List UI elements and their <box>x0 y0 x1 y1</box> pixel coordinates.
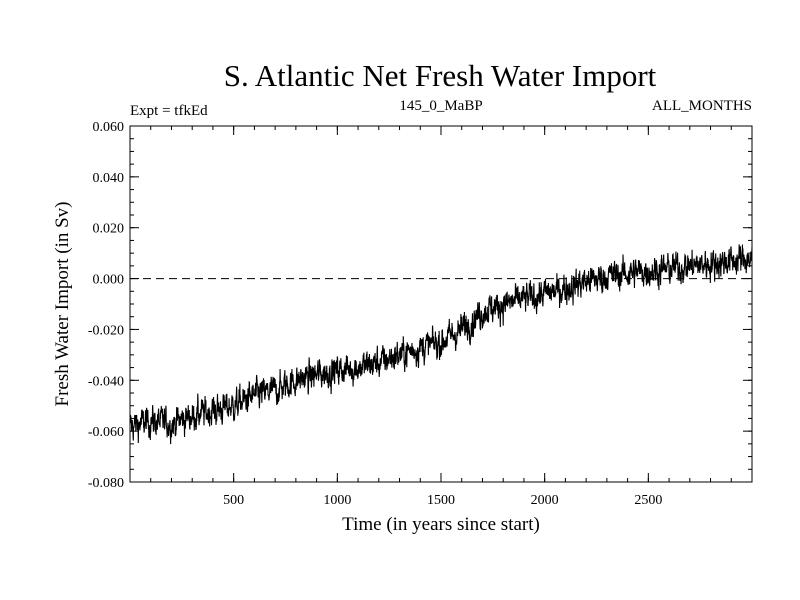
chart-title: S. Atlantic Net Fresh Water Import <box>224 58 657 93</box>
y-tick-label: 0.060 <box>93 120 125 135</box>
y-tick-label: 0.040 <box>93 171 125 186</box>
series-line <box>129 244 753 445</box>
x-tick-label: 1000 <box>323 493 351 508</box>
x-axis-label: Time (in years since start) <box>342 514 540 535</box>
x-tick-label: 1500 <box>427 493 455 508</box>
x-tick-label: 2500 <box>634 493 662 508</box>
plot-frame <box>129 125 753 483</box>
y-tick-label: 0.020 <box>93 222 125 237</box>
y-tick-label: 0.000 <box>93 273 125 288</box>
x-tick-label: 2000 <box>531 493 559 508</box>
x-axis: 500 1000 1500 2000 2500 <box>150 126 732 508</box>
y-tick-label: -0.020 <box>88 323 124 338</box>
experiment-label: Expt = tfkEd <box>130 103 208 119</box>
x-tick-label: 500 <box>223 493 244 508</box>
y-tick-label: -0.080 <box>88 476 124 491</box>
y-axis: -0.080 -0.060 -0.040 -0.020 0.000 0.020 0.040 0… <box>88 120 752 491</box>
plot-area: -0.080 -0.060 -0.040 -0.020 0.000 0.020 0.040 0… <box>88 120 753 508</box>
y-axis-label: Fresh Water Import (in Sv) <box>52 202 73 407</box>
y-tick-label: -0.060 <box>88 425 124 440</box>
period-label: 145_0_MaBP <box>399 98 482 114</box>
y-tick-label: -0.040 <box>88 374 124 389</box>
series-layer <box>129 244 753 445</box>
months-label: ALL_MONTHS <box>652 98 752 114</box>
